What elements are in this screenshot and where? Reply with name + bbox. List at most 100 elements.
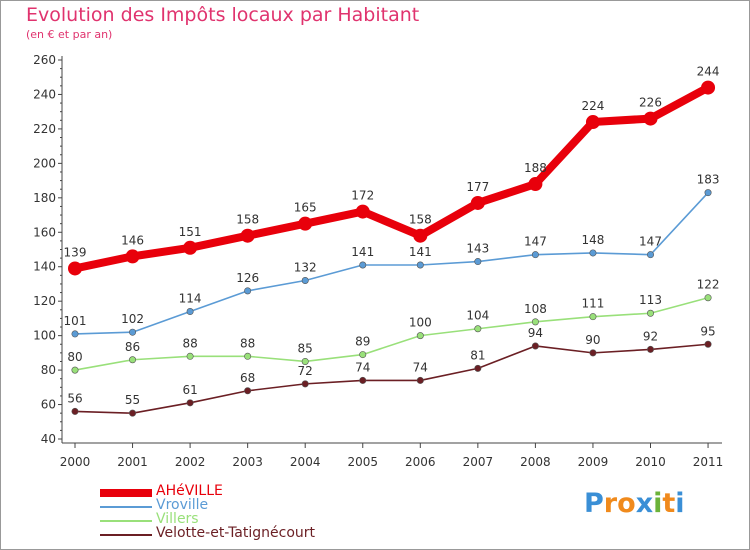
data-point	[355, 204, 370, 219]
data-label: 226	[639, 96, 662, 110]
series-line	[74, 343, 709, 414]
x-tick-label: 2007	[463, 455, 494, 469]
data-label: 165	[294, 201, 317, 215]
legend-label: AHéVILLE	[156, 483, 223, 499]
data-point	[701, 80, 716, 95]
data-point	[359, 351, 367, 359]
data-point	[646, 251, 654, 259]
data-point	[531, 318, 539, 326]
x-tick-label: 2009	[578, 455, 609, 469]
y-tick-label: 140	[33, 260, 56, 274]
x-tick-label: 2000	[60, 455, 91, 469]
data-label: 88	[182, 336, 197, 350]
logo-letter: o	[617, 488, 636, 519]
data-point	[704, 340, 712, 348]
y-tick-label: 220	[33, 122, 56, 136]
plot-area	[62, 50, 725, 442]
data-label: 147	[639, 235, 662, 249]
legend-item: AHéVILLE	[100, 483, 360, 499]
x-tick-label: 2004	[290, 455, 321, 469]
series-velotte-et-tatign-court: 56 55 61 68 72 74 74 81 94 90 92 95	[67, 324, 716, 417]
logo-letter: t	[662, 488, 676, 519]
data-label: 132	[294, 261, 317, 275]
data-label: 151	[179, 225, 202, 239]
y-tick-label: 240	[33, 87, 56, 101]
data-label: 86	[125, 340, 140, 354]
data-point	[528, 177, 543, 192]
data-label: 141	[351, 245, 374, 259]
data-label: 148	[581, 233, 604, 247]
legend-label: Vroville	[156, 497, 209, 513]
data-point	[359, 261, 367, 269]
x-tick-label: 2011	[693, 455, 724, 469]
data-point	[589, 249, 597, 257]
series-villers: 80 86 88 88 85 89 100 104 108 111 113 122	[67, 278, 720, 374]
data-label: 80	[67, 350, 82, 364]
x-tick-label: 2008	[520, 455, 551, 469]
data-point	[244, 352, 252, 360]
y-tick-label: 200	[33, 156, 56, 170]
data-label: 244	[697, 65, 720, 79]
data-point	[704, 189, 712, 197]
data-point	[298, 216, 313, 231]
data-label: 74	[413, 360, 428, 374]
data-label: 122	[697, 278, 720, 292]
legend-swatch	[100, 534, 152, 536]
data-label: 177	[466, 180, 489, 194]
data-label: 68	[240, 371, 255, 385]
data-label: 102	[121, 312, 144, 326]
data-label: 114	[179, 292, 202, 306]
data-label: 224	[581, 99, 604, 113]
data-point	[71, 330, 79, 338]
data-point	[129, 356, 137, 364]
data-point	[129, 409, 137, 417]
logo-letter: x	[635, 488, 654, 519]
logo-letter: P	[584, 488, 604, 519]
proxiti-logo: Proxiti	[584, 488, 685, 519]
data-label: 89	[355, 335, 370, 349]
data-label: 104	[466, 309, 489, 323]
data-label: 147	[524, 235, 547, 249]
x-tick-label: 2005	[347, 455, 378, 469]
data-point	[129, 328, 137, 336]
data-label: 61	[182, 383, 197, 397]
series-vroville: 101 102 114 126 132 141 141 143 147 148 147 183	[64, 173, 720, 338]
chart-subtitle: (en € et par an)	[26, 28, 113, 41]
y-tick-label: 40	[41, 432, 56, 446]
data-point	[474, 325, 482, 333]
data-label: 183	[697, 173, 720, 187]
data-label: 81	[470, 348, 485, 362]
series-line	[74, 191, 709, 335]
data-label: 108	[524, 302, 547, 316]
legend-swatch	[100, 520, 152, 522]
data-point	[125, 249, 140, 264]
y-tick-label: 100	[33, 329, 56, 343]
data-point	[301, 357, 309, 365]
data-point	[474, 258, 482, 266]
legend-item: Villers	[100, 511, 360, 527]
data-label: 143	[466, 242, 489, 256]
data-point	[589, 349, 597, 357]
data-point	[643, 111, 658, 126]
data-point	[186, 308, 194, 316]
data-label: 90	[585, 333, 600, 347]
chart-title: Evolution des Impôts locaux par Habitant	[26, 4, 420, 26]
x-tick-label: 2002	[175, 455, 206, 469]
data-label: 126	[236, 271, 259, 285]
data-point	[301, 277, 309, 285]
data-label: 158	[236, 213, 259, 227]
data-label: 88	[240, 336, 255, 350]
y-tick-label: 160	[33, 225, 56, 239]
x-tick-label: 2006	[405, 455, 436, 469]
data-point	[646, 309, 654, 317]
data-point	[704, 294, 712, 302]
data-point	[470, 195, 485, 210]
data-label: 94	[528, 326, 543, 340]
y-tick-label: 260	[33, 53, 56, 67]
data-point	[474, 364, 482, 372]
data-label: 56	[67, 391, 82, 405]
data-point	[244, 287, 252, 295]
y-tick-label: 120	[33, 294, 56, 308]
data-label: 172	[351, 189, 374, 203]
legend-item: Velotte-et-Tatignécourt	[100, 525, 360, 541]
